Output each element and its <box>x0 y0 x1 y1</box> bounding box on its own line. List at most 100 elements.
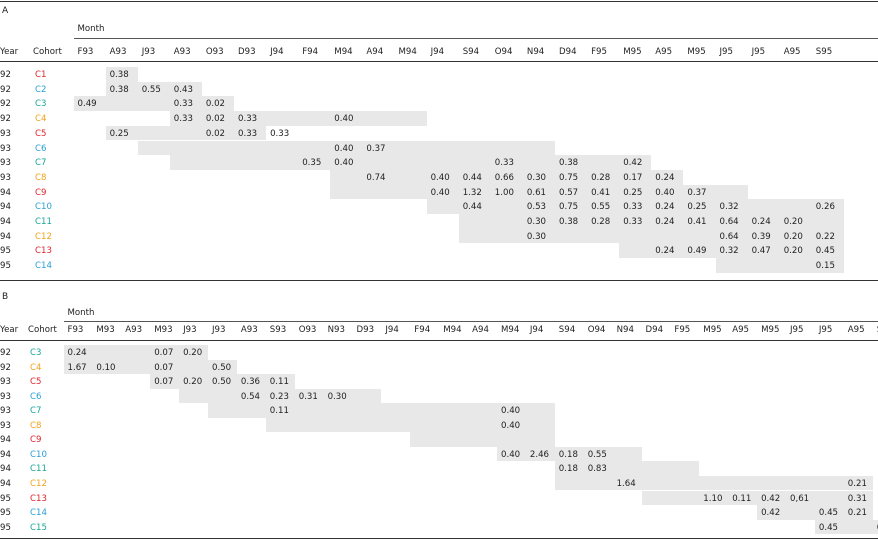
panelA-cell-value: 0.30 <box>526 231 547 242</box>
panelA-month-header: J95 <box>719 47 733 57</box>
panelA-cell-value: 0.25 <box>109 128 129 139</box>
panelB-month-header: O94 <box>587 325 606 335</box>
panelB-month-header: A95 <box>732 325 750 335</box>
panelA-cell-value: 0.33 <box>623 217 643 227</box>
panelA-cell-value: 0.49 <box>687 246 707 257</box>
panelB-row-year: 94 <box>0 478 11 489</box>
panelB-cell-value: 0.20 <box>183 348 203 358</box>
panelA-row-band <box>458 228 844 244</box>
panelB-row-year: 94 <box>0 449 11 460</box>
panelA-cell-value: 0.66 <box>494 172 514 183</box>
panelB-row-year: 94 <box>0 435 11 446</box>
panelA-row-band <box>619 243 844 259</box>
panelB-month-header: S95 <box>877 325 878 335</box>
panelB-cell-value: 1.10 <box>703 493 723 504</box>
panelA-cell-value: 0.24 <box>655 172 675 183</box>
panelB-month-header: J93 <box>183 325 197 335</box>
panelB-row-band <box>265 417 555 433</box>
panelB-cell-value: 0.30 <box>327 391 347 402</box>
panelB-row-cohort: C4 <box>30 362 42 373</box>
panelA-cell-value: 0.33 <box>173 99 193 110</box>
panelA-row-year: 93 <box>0 172 11 183</box>
panelA-row-band <box>105 81 202 97</box>
panelA-month-header: F93 <box>77 47 94 57</box>
panelA-cell-value: 0.24 <box>655 202 675 213</box>
panelA-row-cohort: C4 <box>35 114 47 125</box>
panelA-row-cohort: C10 <box>35 202 52 213</box>
panelA-label: A <box>2 6 9 16</box>
panelA-cell-value: 0.33 <box>623 202 643 213</box>
panelB-month-header: A94 <box>472 325 489 335</box>
panelA-cell-value: 0.43 <box>173 84 193 95</box>
panelA-row-year: 93 <box>0 143 11 154</box>
panelB-cell-value: 0.37 <box>877 523 878 533</box>
panelA-cell-value: 0.25 <box>687 202 707 213</box>
panelA-cell-value: 0.33 <box>238 114 258 125</box>
panelB-row-band <box>150 374 295 389</box>
panelA-row-year: 93 <box>0 128 11 139</box>
panelA-month-header: S95 <box>815 47 833 57</box>
panelB-cell-value: 0.36 <box>240 377 261 388</box>
panelA-row-year: 92 <box>0 84 11 95</box>
panelA-cell-value: 0.40 <box>430 187 450 198</box>
panelB-month-header: M94 <box>443 325 462 335</box>
panelA-cell-value: 0.15 <box>815 261 835 272</box>
panelA-month-header: J93 <box>141 47 156 57</box>
panelA-month-rule <box>73 38 878 39</box>
panelB-cell-value: 0.20 <box>183 377 203 388</box>
panelA-month-header: J94 <box>430 47 445 57</box>
panelB-month-header: N93 <box>327 325 345 335</box>
panelA-row-year: 95 <box>0 261 11 272</box>
panelB-row-band <box>63 359 237 375</box>
panelA-bottom-rule <box>0 280 878 281</box>
panelA-row-year: 94 <box>0 202 11 213</box>
panelA-header-rule <box>0 61 878 62</box>
panelA-month-header: O94 <box>494 47 513 57</box>
panelA-row-band <box>458 214 844 229</box>
panelB-row-cohort: C7 <box>30 406 42 417</box>
panelA-cohort-header: Cohort <box>33 47 62 57</box>
panelB-row-cohort: C15 <box>30 522 47 533</box>
panelA-cell-value: 0.26 <box>815 202 835 213</box>
panelA-row-cohort: C2 <box>35 84 47 95</box>
panelA-month-header: M94 <box>334 47 353 57</box>
panelA-cell-value: 0.17 <box>623 172 643 183</box>
panelB-cell-value: 0.54 <box>240 391 261 402</box>
panelB-row-band <box>554 475 873 491</box>
panelA-cell-value: 0.02 <box>205 128 226 139</box>
panelA-cell-value: 0.33 <box>270 128 290 139</box>
panelB-cell-value: 1.64 <box>616 478 636 489</box>
panelA-cell-value: 0.40 <box>430 172 450 183</box>
panelA-row-year: 92 <box>0 70 11 80</box>
panelB-cell-value: 0.18 <box>558 464 578 475</box>
panelA-row-band <box>330 184 748 200</box>
panelB-cell-value: 0.42 <box>761 508 781 519</box>
panelA-row-cohort: C8 <box>35 172 47 183</box>
panelB-row-year: 94 <box>0 464 11 475</box>
panelB-cell-value: 0.07 <box>154 362 174 373</box>
panelB-month-header: O93 <box>298 325 317 335</box>
panelB-row-band <box>641 490 873 506</box>
panelA-cell-value: 0.55 <box>591 202 611 213</box>
panelA-cell-value: 1.00 <box>494 187 514 198</box>
panelA-cell-value: 0.61 <box>526 187 547 198</box>
panelA-row-year: 94 <box>0 231 11 242</box>
panelA-month-header: A93 <box>109 47 127 57</box>
panelB-row-band <box>814 519 878 535</box>
panelB-cell-value: 2.46 <box>529 449 550 460</box>
panelA-cell-value: 0.30 <box>526 172 547 183</box>
panelA-row-cohort: C5 <box>35 128 47 139</box>
panelA-row-year: 92 <box>0 99 11 110</box>
panelA-row-cohort: C1 <box>35 70 47 80</box>
panelB-row-band <box>757 505 873 520</box>
panelB-row-cohort: C13 <box>30 493 47 504</box>
panelB-month-header: N94 <box>616 325 634 335</box>
panelA-month-header: D93 <box>238 47 256 57</box>
panelB-month-header: J95 <box>790 325 804 335</box>
panelB-cell-value: 0.31 <box>298 391 318 402</box>
panelA-cell-value: 0.64 <box>719 217 739 227</box>
panelA-row-band <box>137 140 555 156</box>
panelB-bottom-rule <box>0 538 878 539</box>
panelB-month-header: M94 <box>501 325 520 335</box>
panelA-cell-value: 0.38 <box>559 217 579 227</box>
